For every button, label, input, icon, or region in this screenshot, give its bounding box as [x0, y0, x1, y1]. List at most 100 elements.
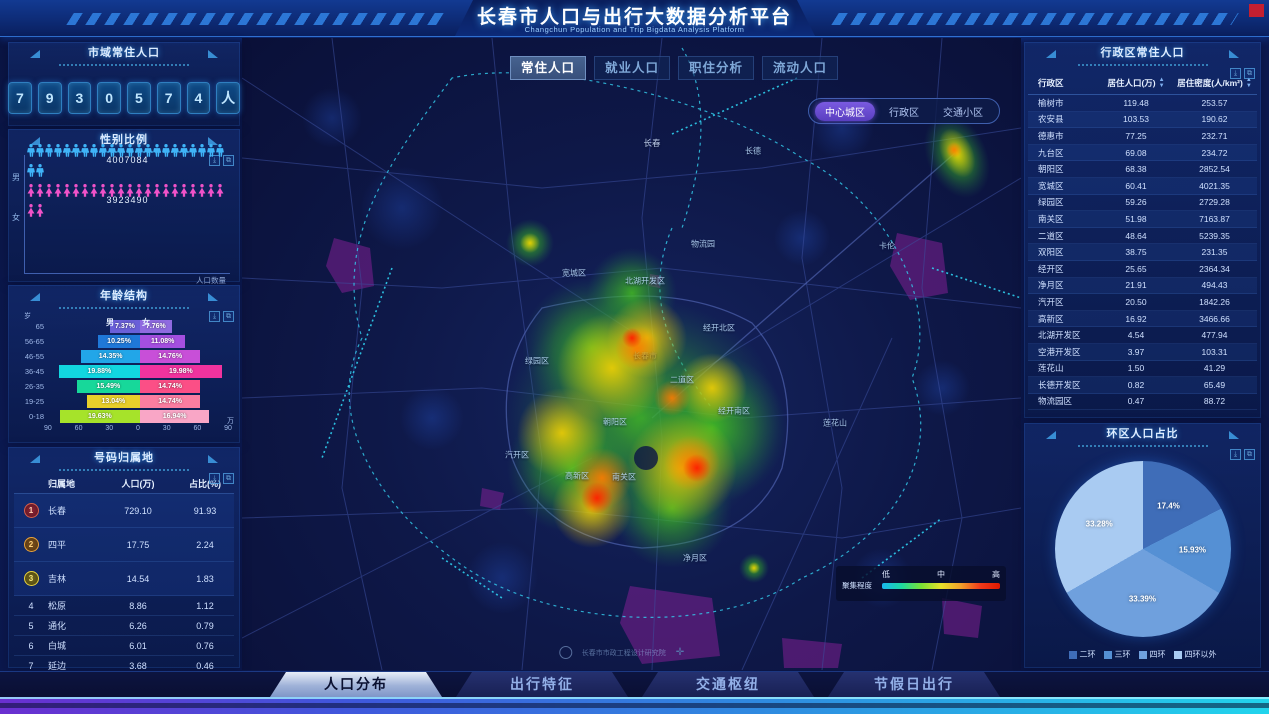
district-density: 7163.87: [1199, 213, 1230, 224]
table-row[interactable]: 经开区 25.65 2364.34: [1028, 261, 1257, 278]
table-row[interactable]: 绿园区 59.26 2729.28: [1028, 195, 1257, 212]
table-row[interactable]: 物流园区 0.47 88.72: [1028, 394, 1257, 411]
export-icon[interactable]: ⤓: [1230, 68, 1241, 79]
map-place-label: 宽城区: [562, 268, 586, 278]
table-row[interactable]: 榆树市 119.48 253.57: [1028, 95, 1257, 112]
table-row[interactable]: 二道区 48.64 5239.35: [1028, 228, 1257, 245]
rank-number: 6: [28, 640, 34, 651]
map-mode-行政区[interactable]: 行政区: [889, 107, 919, 119]
table-row[interactable]: 高新区 16.92 3466.66: [1028, 310, 1257, 328]
table-row[interactable]: 6 白城 6.01 0.76: [14, 636, 234, 656]
map-tab-职住分析[interactable]: 职住分析: [678, 56, 755, 80]
age-group-label: 19-25: [24, 396, 44, 406]
table-row[interactable]: 空港开发区 3.97 103.31: [1028, 343, 1257, 361]
col-origin: 归属地: [48, 478, 76, 489]
table-row[interactable]: 九台区 69.08 234.72: [1028, 144, 1257, 162]
male-person-icon: [27, 163, 35, 183]
table-row[interactable]: 3 吉林 14.54 1.83: [14, 562, 234, 596]
origin-name: 松原: [48, 601, 67, 611]
header-red-badge: [1249, 4, 1264, 17]
map-mode-中心城区[interactable]: 中心城区: [815, 101, 875, 121]
panel-age-structure: 年龄结构 ⤓ ⧉ 岁 男 女 65 7.37% 7.76% 56-65 10.25% 11.…: [8, 285, 240, 443]
female-person-icon: [189, 183, 197, 203]
bottom-tab-节假日出行[interactable]: 节假日出行: [828, 672, 1000, 697]
fullscreen-icon[interactable]: ⧉: [1244, 449, 1255, 460]
sort-icon[interactable]: ▲ ▼: [1158, 77, 1165, 90]
export-icon[interactable]: ⤓: [1230, 449, 1241, 460]
bottom-tab-交通枢纽[interactable]: 交通枢纽: [642, 672, 814, 697]
legend-item[interactable]: 四环以外: [1173, 649, 1217, 660]
legend-item[interactable]: 三环: [1103, 649, 1131, 660]
origin-pct: 2.24: [196, 539, 214, 550]
district-density: 2729.28: [1199, 197, 1230, 208]
legend-item[interactable]: 二环: [1068, 649, 1096, 660]
district-name: 南关区: [1038, 213, 1064, 224]
map-tab-流动人口[interactable]: 流动人口: [762, 56, 839, 80]
sort-icon[interactable]: ▲ ▼: [1245, 77, 1252, 90]
male-person-icon: [180, 143, 188, 163]
map-place-label: 莲花山: [823, 418, 847, 428]
fullscreen-icon[interactable]: ⧉: [223, 311, 234, 322]
male-person-icon: [207, 143, 215, 163]
export-icon[interactable]: ⤓: [209, 311, 220, 322]
map-place-label: 汽开区: [505, 450, 529, 460]
map-place-label: 高新区: [565, 471, 589, 481]
table-row[interactable]: 德惠市 77.25 232.71: [1028, 128, 1257, 145]
panel-title: 市域常住人口: [88, 47, 160, 59]
table-row[interactable]: 净月区 21.91 494.43: [1028, 277, 1257, 295]
fullscreen-icon[interactable]: ⧉: [223, 155, 234, 166]
panel-gender-ratio: 性别比例 ⤓ ⧉ 4007084 男 3923490 女 人口数量: [8, 129, 240, 285]
table-row[interactable]: 汽开区 20.50 1842.26: [1028, 294, 1257, 311]
x-axis-label: 人口数量: [196, 276, 226, 285]
district-name: 汽开区: [1038, 296, 1064, 307]
table-row[interactable]: 莲花山 1.50 41.29: [1028, 361, 1257, 378]
panel-district-population: 行政区常住人口 ⤓ ⧉ 行政区 居住人口(万) ▲ ▼ 居住密度(人/km²) ▲ ▼ 榆…: [1024, 42, 1261, 418]
table-row[interactable]: 5 通化 6.26 0.79: [14, 616, 234, 636]
district-density: 253.57: [1201, 97, 1228, 108]
map-tab-常住人口[interactable]: 常住人口: [510, 56, 587, 80]
fullscreen-icon[interactable]: ⧉: [1244, 68, 1255, 79]
x-tick: 30: [105, 425, 114, 432]
male-person-icon: [216, 143, 224, 163]
export-icon[interactable]: ⤓: [209, 155, 220, 166]
district-density: 2852.54: [1199, 164, 1230, 175]
rank-number: 7: [28, 660, 34, 671]
map-mode-交通小区[interactable]: 交通小区: [943, 107, 983, 119]
table-row[interactable]: 双阳区 38.75 231.35: [1028, 244, 1257, 261]
district-pop: 16.92: [1125, 313, 1147, 324]
corner-triangle-icon: [208, 293, 218, 301]
map-tab-就业人口[interactable]: 就业人口: [594, 56, 671, 80]
district-name: 莲花山: [1038, 363, 1064, 374]
district-pop: 103.53: [1123, 114, 1149, 125]
legend-item[interactable]: 四环: [1138, 649, 1166, 660]
table-row[interactable]: 长德开发区 0.82 65.49: [1028, 377, 1257, 394]
table-row[interactable]: 宽城区 60.41 4021.35: [1028, 177, 1257, 195]
age-group-label: 26-35: [24, 381, 44, 391]
bottom-tab-人口分布[interactable]: 人口分布: [270, 672, 442, 697]
x-tick: 30: [162, 425, 171, 432]
male-person-icon: [189, 143, 197, 163]
district-density: 65.49: [1203, 379, 1226, 390]
table-row[interactable]: 北湖开发区 4.54 477.94: [1028, 327, 1257, 344]
map-watermark: 长春市市政工程设计研究院 ✛: [558, 646, 684, 659]
col-district: 行政区: [1038, 78, 1064, 88]
rank-badge: 1: [23, 503, 39, 518]
origin-pop: 6.01: [129, 640, 147, 651]
table-row[interactable]: 4 松原 8.86 1.12: [14, 596, 234, 616]
table-row[interactable]: 南关区 51.98 7163.87: [1028, 211, 1257, 228]
table-row[interactable]: 农安县 103.53 190.62: [1028, 111, 1257, 129]
table-row[interactable]: 1 长春 729.10 91.93: [14, 494, 234, 528]
x-tick: 60: [193, 425, 202, 432]
female-person-icon: [216, 183, 224, 203]
table-row[interactable]: 朝阳区 68.38 2852.54: [1028, 161, 1257, 178]
export-icon[interactable]: ⤓: [209, 473, 220, 484]
fullscreen-icon[interactable]: ⧉: [223, 473, 234, 484]
bottom-tab-出行特征[interactable]: 出行特征: [456, 672, 628, 697]
age-row: 26-35 15.49% 14.74%: [14, 379, 232, 393]
city-heatmap[interactable]: 长春 长德 物流园 卡伦 宽城区 北湖开发区 经开北区 绿园区 长春市 二道区 经开南区 朝阳区 莲花山…: [242, 38, 1021, 670]
population-digit: 5: [127, 82, 151, 114]
table-row[interactable]: 2 四平 17.75 2.24: [14, 528, 234, 562]
district-name: 空港开发区: [1038, 346, 1081, 357]
